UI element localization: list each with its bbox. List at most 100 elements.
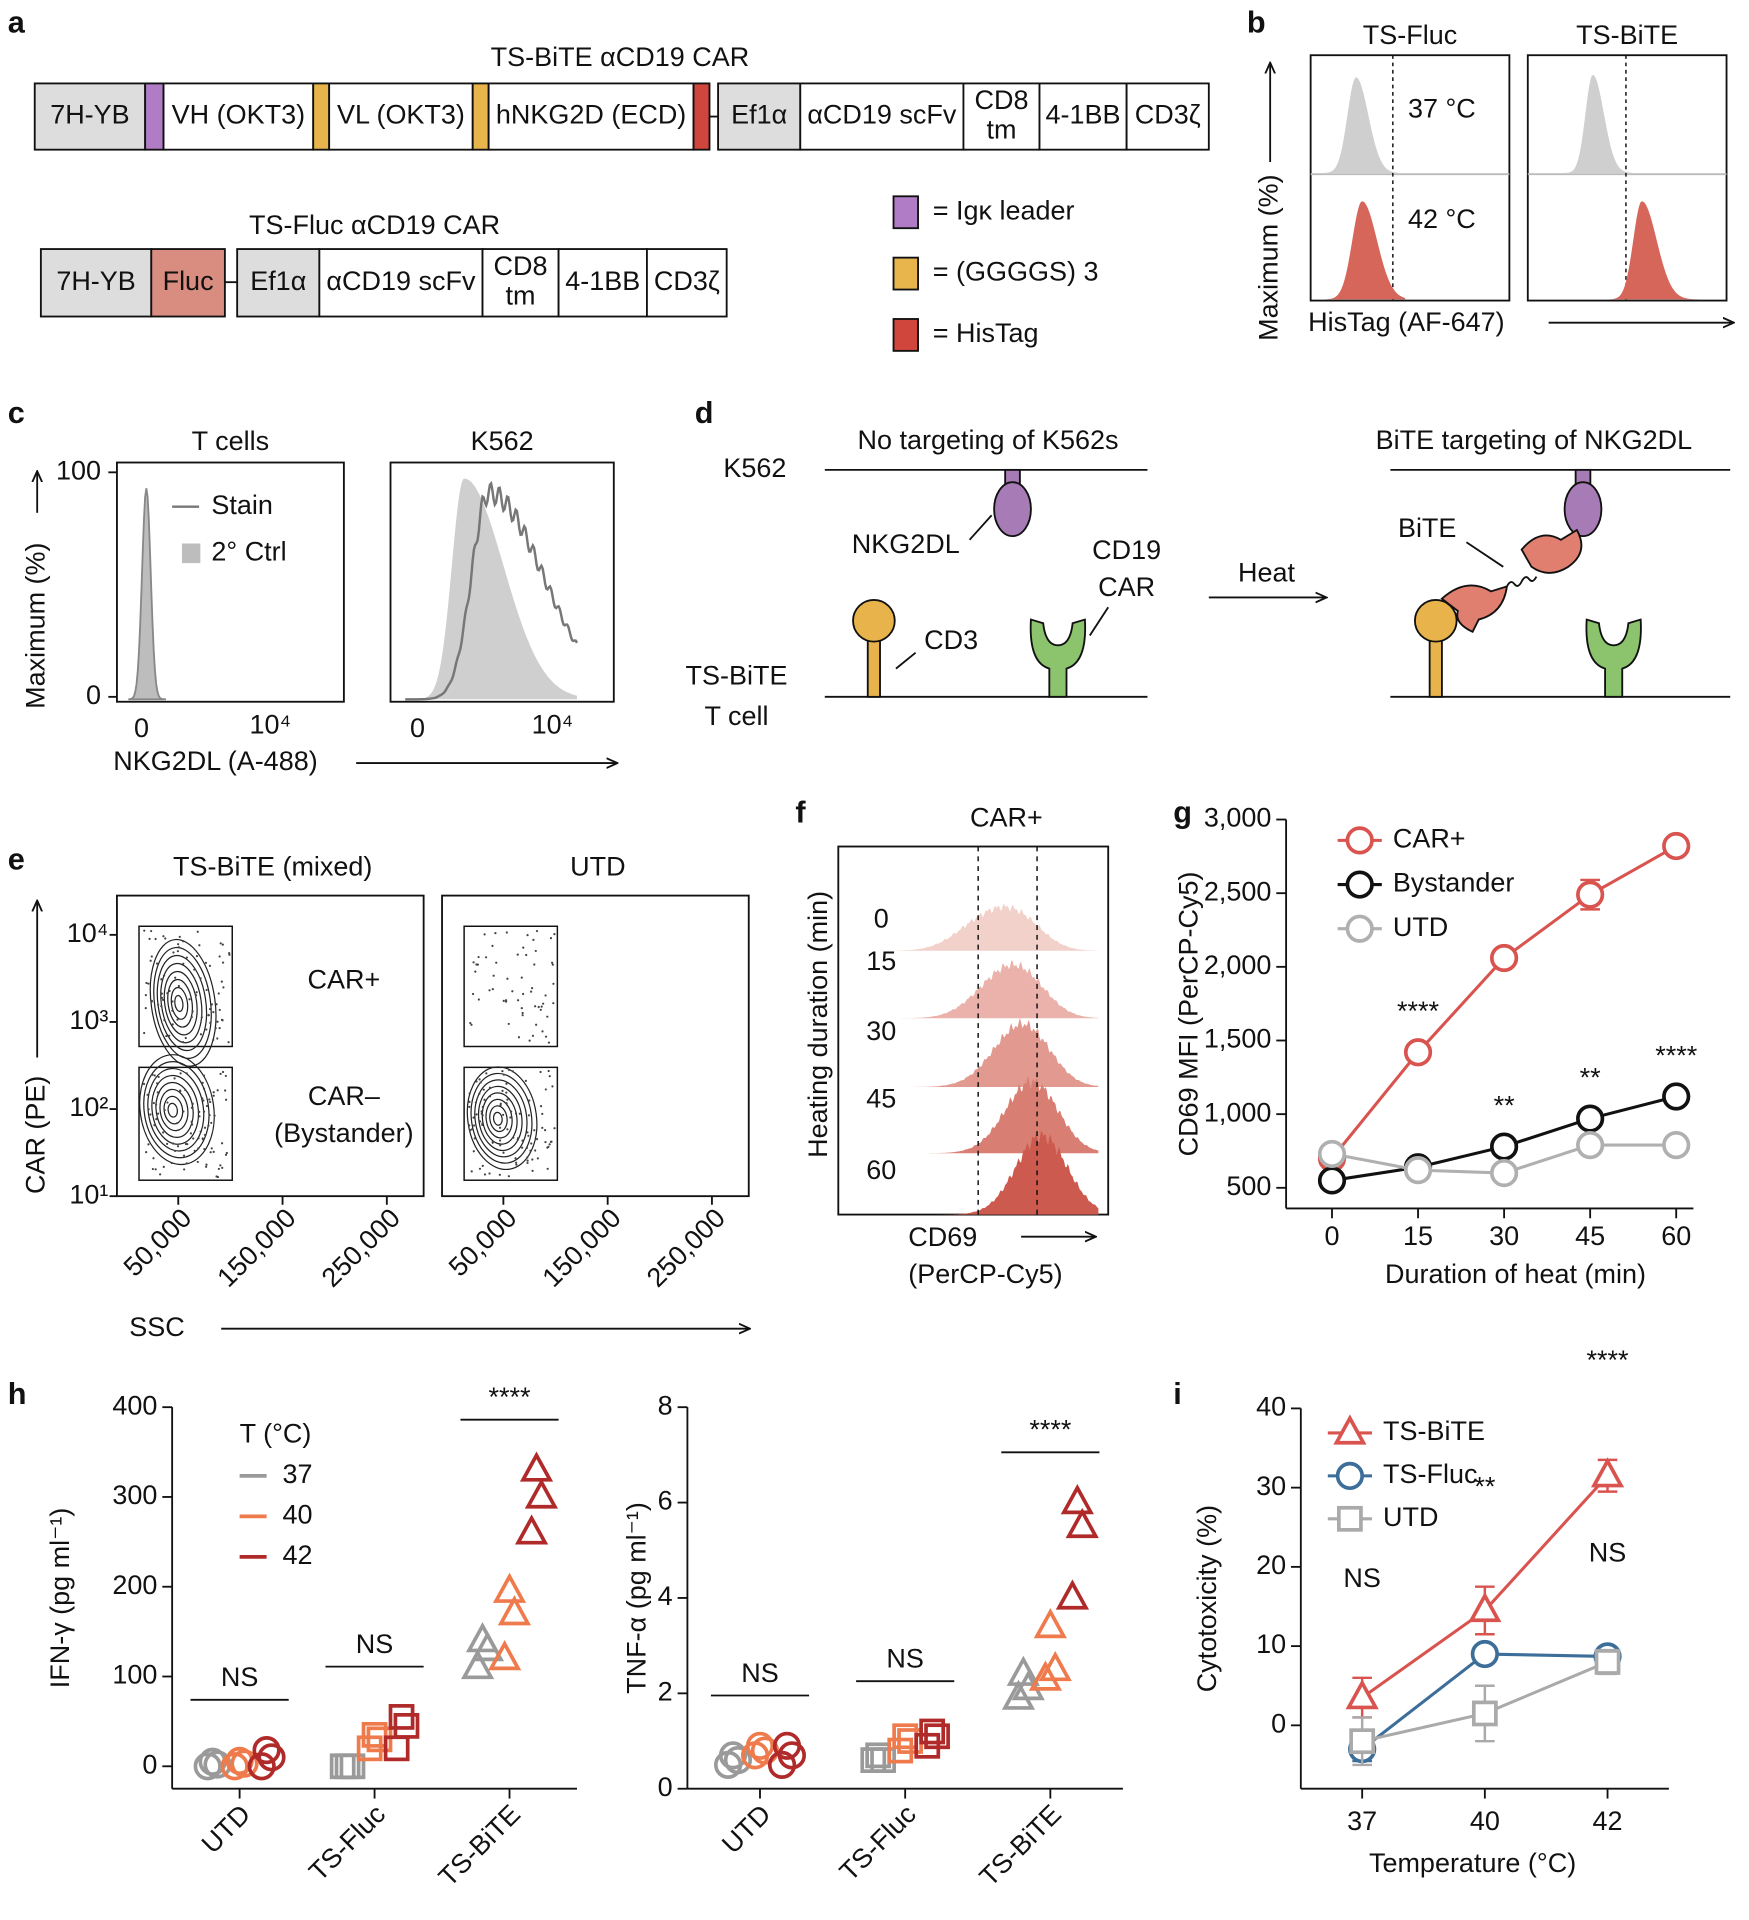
event — [224, 1153, 228, 1156]
event — [526, 933, 529, 937]
panel-title: UTD — [570, 852, 625, 882]
event — [521, 1146, 524, 1149]
data-point — [718, 1741, 748, 1770]
event — [146, 1093, 149, 1096]
gate-label: CAR– — [308, 1081, 380, 1111]
event — [470, 1128, 474, 1131]
event — [195, 991, 198, 994]
event — [528, 1039, 531, 1042]
event — [191, 1102, 194, 1106]
y-axis-label: CAR (PE) — [20, 1076, 50, 1194]
gate — [463, 925, 559, 1048]
event — [176, 950, 180, 953]
histogram — [405, 478, 577, 700]
event — [491, 944, 494, 947]
event — [198, 1110, 201, 1113]
panel-label: g — [1173, 796, 1192, 830]
event — [193, 968, 196, 971]
x-axis-label: SSC — [129, 1312, 184, 1342]
event — [528, 1099, 531, 1102]
contour — [163, 1095, 184, 1125]
event — [221, 1070, 225, 1074]
construct-segment — [162, 82, 315, 151]
construct-segment — [1038, 82, 1128, 151]
event — [219, 942, 222, 945]
event — [506, 1128, 509, 1131]
data-point — [492, 1572, 527, 1603]
histogram — [846, 1017, 1099, 1087]
legend-label: UTD — [1383, 1502, 1438, 1532]
event — [205, 1165, 208, 1168]
significance-label: ** — [1580, 1062, 1602, 1092]
event — [184, 1142, 188, 1146]
event — [514, 1157, 517, 1160]
plot-frame — [116, 894, 425, 1198]
plot-frame — [441, 894, 750, 1198]
event — [173, 1149, 177, 1152]
event — [495, 961, 498, 964]
y-tick-label: 20 — [1256, 1550, 1286, 1580]
segment-label: Fluc — [163, 266, 214, 296]
contour — [163, 970, 198, 1036]
x-tick-label: 250,000 — [316, 1203, 406, 1293]
event — [542, 1002, 545, 1005]
construct-segment — [33, 82, 147, 151]
event — [526, 1156, 529, 1159]
y-tick-label: 2,500 — [1204, 876, 1272, 906]
construct-segment — [150, 248, 226, 318]
event — [478, 1092, 481, 1095]
data-point — [1489, 1132, 1519, 1161]
panel-label: a — [8, 6, 26, 40]
histogram — [846, 1076, 1099, 1154]
event — [220, 980, 223, 983]
event — [178, 935, 181, 938]
x-tick-label: 40 — [1470, 1806, 1500, 1836]
nkg2dl — [993, 481, 1032, 538]
event — [534, 1149, 537, 1152]
row-label: 37 °C — [1408, 94, 1476, 124]
significance-label: **** — [489, 1382, 532, 1412]
event — [488, 989, 491, 992]
panel-label: f — [795, 796, 806, 830]
event — [524, 1079, 527, 1082]
event — [154, 1103, 158, 1106]
event — [477, 998, 480, 1001]
event — [543, 1129, 547, 1132]
event — [201, 1138, 205, 1141]
event — [550, 961, 554, 964]
panel-label: d — [695, 396, 714, 430]
x-tick-label: UTD — [196, 1799, 256, 1859]
event — [162, 935, 165, 938]
row-label: 42 °C — [1408, 204, 1476, 234]
significance-label: ** — [1494, 1090, 1516, 1120]
event — [483, 933, 486, 936]
event — [190, 1015, 193, 1019]
event — [166, 1101, 169, 1104]
x-axis-label: (PerCP-Cy5) — [908, 1259, 1062, 1289]
event — [539, 1105, 543, 1108]
event — [171, 1000, 174, 1003]
data-point — [1028, 1660, 1063, 1691]
data-point — [1489, 1158, 1519, 1188]
event — [483, 1173, 487, 1176]
event — [182, 1154, 186, 1157]
event — [481, 1122, 484, 1125]
y-tick-label: 0 — [658, 1772, 673, 1802]
x-tick-label: 250,000 — [641, 1203, 731, 1293]
panel-label: h — [8, 1377, 27, 1411]
cd3 — [852, 599, 896, 643]
contour — [149, 938, 217, 1067]
legend-label: = (GGGGS) 3 — [933, 257, 1099, 287]
legend-marker — [1345, 870, 1374, 899]
event — [213, 1114, 216, 1117]
event — [511, 990, 514, 993]
event — [507, 1068, 511, 1072]
event — [168, 1034, 171, 1037]
contour — [143, 1061, 210, 1159]
contour — [174, 994, 184, 1012]
diagram-label: NKG2DL — [852, 529, 960, 559]
data-point — [1576, 1104, 1605, 1133]
construct-segment — [328, 82, 474, 151]
row-label: 30 — [866, 1016, 896, 1046]
leader — [895, 651, 917, 670]
